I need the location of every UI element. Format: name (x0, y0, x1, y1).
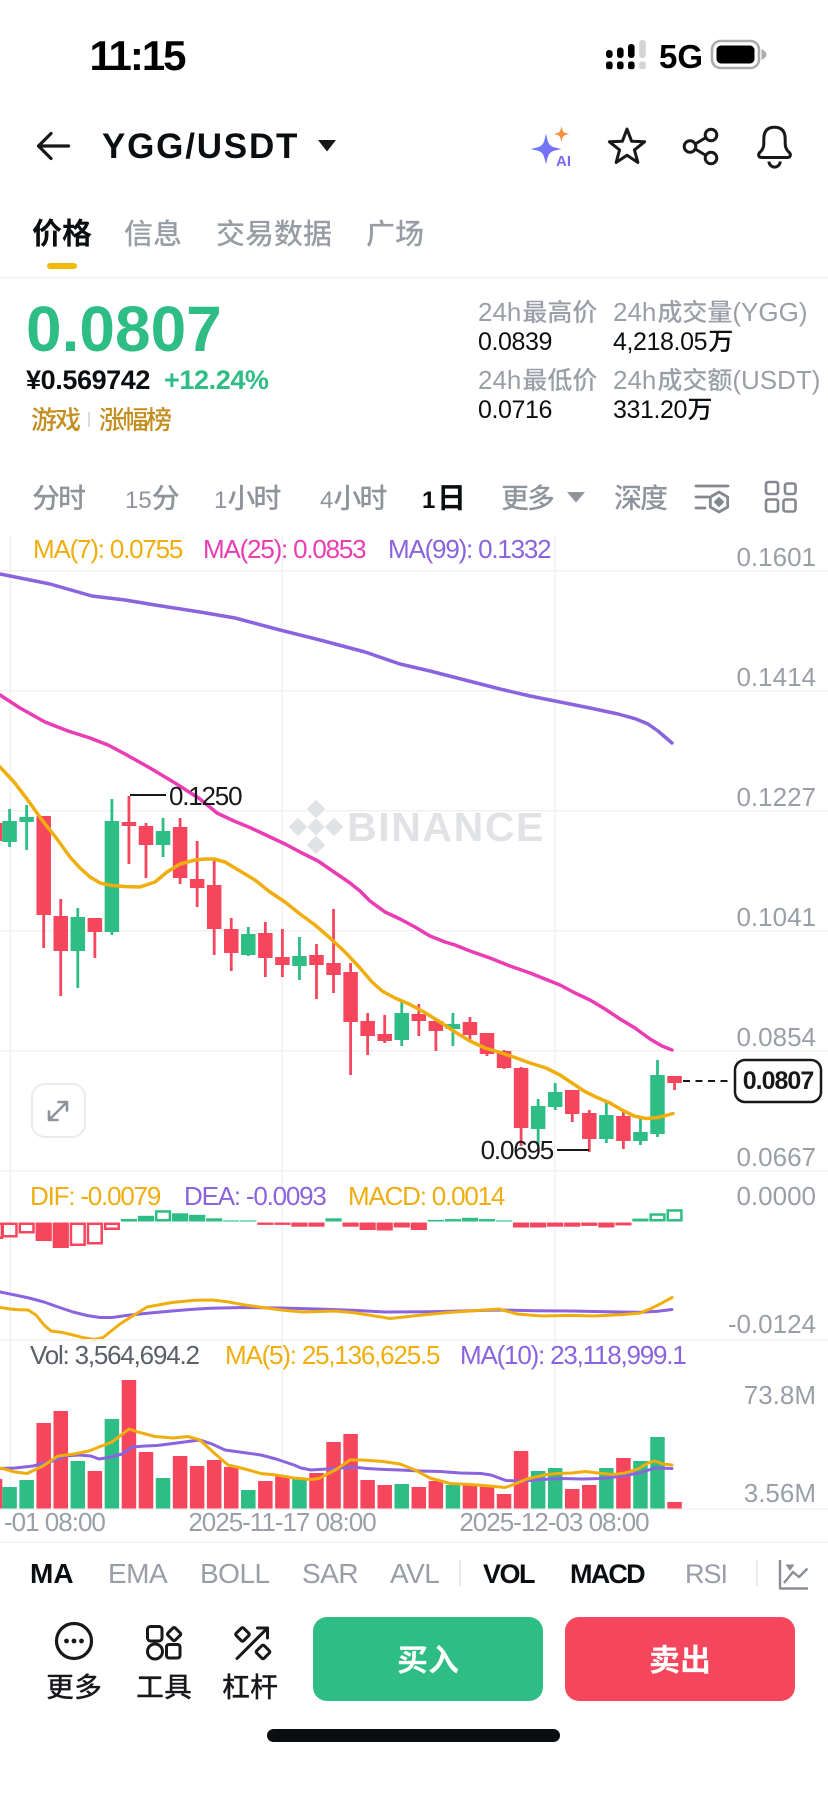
svg-text:MA(5): 25,136,625.5: MA(5): 25,136,625.5 (225, 1340, 440, 1370)
svg-text:MA(7): 0.0755: MA(7): 0.0755 (33, 534, 183, 564)
svg-text:1: 1 (214, 487, 227, 514)
svg-text:24h: 24h (613, 365, 656, 395)
svg-text:11:15: 11:15 (89, 32, 186, 79)
svg-text:0.0807: 0.0807 (743, 1067, 814, 1095)
svg-text:VOL: VOL (483, 1559, 535, 1589)
svg-text:24h: 24h (478, 365, 521, 395)
svg-text:0.0807: 0.0807 (26, 293, 222, 365)
svg-text:DIF: -0.0079: DIF: -0.0079 (30, 1181, 161, 1211)
svg-text:BOLL: BOLL (200, 1558, 270, 1589)
svg-text:RSI: RSI (685, 1559, 727, 1589)
svg-text:(YGG): (YGG) (732, 297, 807, 327)
svg-text:AI: AI (556, 153, 571, 170)
svg-text:5G: 5G (659, 38, 703, 75)
svg-text:-01 08:00: -01 08:00 (4, 1507, 105, 1537)
svg-text:0.1250: 0.1250 (169, 781, 242, 811)
svg-text:15: 15 (125, 487, 152, 514)
svg-text:0.1414: 0.1414 (736, 662, 816, 692)
svg-text:0.1227: 0.1227 (736, 782, 816, 812)
svg-text:MACD: MACD (570, 1559, 645, 1589)
svg-text:0.0716: 0.0716 (478, 396, 552, 424)
svg-text:4,218.05: 4,218.05 (613, 328, 707, 356)
svg-text:MA(99): 0.1332: MA(99): 0.1332 (388, 534, 551, 564)
svg-text:73.8M: 73.8M (744, 1380, 816, 1410)
svg-text:+12.24%: +12.24% (164, 365, 269, 395)
svg-text:3.56M: 3.56M (744, 1478, 816, 1508)
svg-text:(USDT): (USDT) (732, 365, 820, 395)
svg-text:SAR: SAR (302, 1558, 358, 1589)
svg-text:AVL: AVL (390, 1558, 439, 1589)
svg-text:0.0000: 0.0000 (736, 1181, 816, 1211)
svg-text:Vol: 3,564,694.2: Vol: 3,564,694.2 (30, 1340, 199, 1370)
svg-text:MA: MA (30, 1558, 74, 1589)
svg-text:MA(10): 23,118,999.1: MA(10): 23,118,999.1 (460, 1340, 686, 1370)
svg-text:331.20: 331.20 (613, 396, 687, 424)
svg-text:0.0854: 0.0854 (736, 1022, 816, 1052)
svg-text:BINANCE: BINANCE (347, 804, 545, 850)
svg-text:0.1601: 0.1601 (736, 542, 816, 572)
svg-text:0.0839: 0.0839 (478, 328, 552, 356)
svg-text:24h: 24h (478, 297, 521, 327)
svg-text:YGG/USDT: YGG/USDT (102, 127, 299, 166)
svg-text:DEA: -0.0093: DEA: -0.0093 (184, 1181, 326, 1211)
svg-text:MACD: 0.0014: MACD: 0.0014 (348, 1181, 505, 1211)
svg-text:24h: 24h (613, 297, 656, 327)
svg-text:0.0695: 0.0695 (481, 1135, 554, 1165)
svg-text:0.0667: 0.0667 (736, 1142, 816, 1172)
svg-text:2025-11-17 08:00: 2025-11-17 08:00 (188, 1507, 376, 1537)
svg-text:0.1041: 0.1041 (736, 902, 816, 932)
svg-text:1: 1 (422, 487, 435, 514)
svg-text:2025-12-03 08:00: 2025-12-03 08:00 (459, 1507, 649, 1537)
svg-text:MA(25): 0.0853: MA(25): 0.0853 (203, 534, 366, 564)
svg-text:4: 4 (320, 487, 333, 514)
svg-text:-0.0124: -0.0124 (728, 1309, 816, 1339)
svg-text:EMA: EMA (108, 1558, 168, 1589)
svg-text:¥0.569742: ¥0.569742 (26, 365, 150, 395)
